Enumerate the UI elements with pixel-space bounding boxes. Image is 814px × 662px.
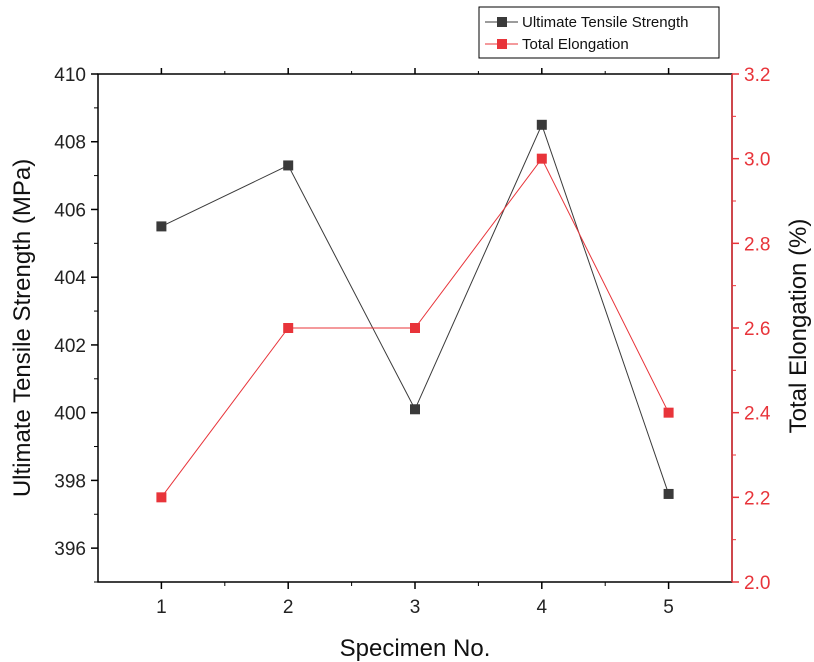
data-point-0: [156, 221, 167, 232]
bottom-tick-label: 4: [537, 597, 548, 618]
right-tick-label: 3.0: [744, 150, 770, 171]
data-point-1: [156, 492, 167, 503]
legend-label-elong: Total Elongation: [522, 36, 629, 53]
right-axis-title: Total Elongation (%): [785, 219, 812, 434]
left-tick-label: 404: [54, 268, 86, 289]
legend: Ultimate Tensile Strength Total Elongati…: [478, 6, 720, 59]
left-tick-label: 408: [54, 133, 86, 154]
left-tick-label: 398: [54, 471, 86, 492]
right-tick-label: 2.6: [744, 319, 770, 340]
data-point-0: [536, 119, 547, 130]
bottom-tick-label: 1: [156, 597, 167, 618]
left-axis-ticks: 396 398 400 402 404 406 408 410: [54, 65, 98, 583]
right-axis-ticks: 2.0 2.2 2.4 2.6 2.8 3.0 3.2: [732, 65, 771, 594]
data-point-0: [663, 488, 674, 499]
right-tick-label: 2.2: [744, 488, 770, 509]
data-point-1: [410, 323, 420, 333]
legend-label-uts: Ultimate Tensile Strength: [522, 14, 688, 31]
left-tick-label: 410: [54, 65, 86, 86]
left-tick-label: 406: [54, 200, 86, 221]
right-tick-label: 3.2: [744, 65, 770, 86]
right-tick-label: 2.0: [744, 573, 770, 594]
data-point-0: [283, 160, 294, 171]
data-point-0: [410, 404, 420, 415]
left-axis-title: Ultimate Tensile Strength (MPa): [9, 159, 36, 497]
top-axis-ticks: [160, 68, 670, 74]
left-tick-label: 402: [54, 336, 86, 357]
series-layer: [156, 119, 674, 503]
bottom-tick-label: 5: [663, 597, 674, 618]
data-point-1: [283, 323, 294, 333]
right-tick-label: 2.4: [744, 404, 771, 425]
legend-marker-elong: [497, 39, 507, 49]
bottom-tick-label: 3: [410, 597, 421, 618]
left-tick-label: 396: [54, 539, 86, 560]
left-tick-label: 400: [54, 404, 86, 425]
right-tick-label: 2.8: [744, 234, 770, 255]
legend-marker-uts: [497, 17, 507, 27]
bottom-axis-ticks: 1 2 3 4 5: [156, 582, 674, 618]
x-axis-title: Specimen No.: [340, 635, 491, 662]
series-line-0: [161, 123, 670, 495]
legend-box: [478, 6, 720, 59]
data-point-1: [663, 407, 674, 418]
data-point-1: [536, 153, 547, 164]
bottom-tick-label: 2: [283, 597, 294, 618]
